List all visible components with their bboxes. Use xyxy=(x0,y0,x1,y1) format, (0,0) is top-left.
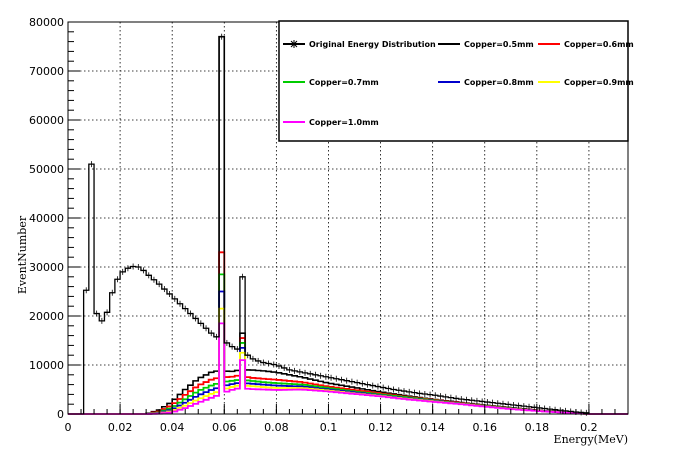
legend: Original Energy Distribution Copper=0.5mm… xyxy=(278,20,634,142)
legend-label: Copper=0.9mm xyxy=(564,78,634,87)
y-tick-label: 40000 xyxy=(29,212,64,225)
series-layer xyxy=(68,33,628,416)
legend-label: Copper=1.0mm xyxy=(309,118,379,127)
x-tick-label: 0.2 xyxy=(580,421,598,434)
legend-star-marker xyxy=(290,40,298,48)
legend-label: Copper=0.7mm xyxy=(309,78,379,87)
legend-entry: Copper=0.9mm xyxy=(538,78,634,87)
legend-entry: Copper=0.7mm xyxy=(283,78,379,87)
x-tick-label: 0.14 xyxy=(420,421,445,434)
series-copper-1-0mm xyxy=(68,322,628,415)
series-copper-0-9mm xyxy=(68,307,628,415)
legend-entry: Original Energy Distribution xyxy=(283,40,436,49)
series-copper-0-8mm xyxy=(68,290,628,415)
x-tick-label: 0.08 xyxy=(264,421,289,434)
y-tick-label: 0 xyxy=(57,408,64,421)
y-tick-label: 70000 xyxy=(29,65,64,78)
x-tick-label: 0.04 xyxy=(160,421,185,434)
x-tick-label: 0.02 xyxy=(108,421,133,434)
legend-entry: Copper=0.6mm xyxy=(538,40,634,49)
x-tick-label: 0.1 xyxy=(320,421,338,434)
y-tick-label: 80000 xyxy=(29,16,64,29)
y-tick-label: 10000 xyxy=(29,359,64,372)
y-tick-label: 20000 xyxy=(29,310,64,323)
legend-entry: Copper=1.0mm xyxy=(283,118,379,127)
y-tick-label: 30000 xyxy=(29,261,64,274)
x-axis-title: Energy(MeV) xyxy=(554,433,628,446)
x-tick-label: 0.18 xyxy=(525,421,550,434)
legend-entry: Copper=0.8mm xyxy=(438,78,534,87)
y-tick-label: 50000 xyxy=(29,163,64,176)
legend-label: Copper=0.6mm xyxy=(564,40,634,49)
legend-label: Copper=0.5mm xyxy=(464,40,534,49)
y-tick-label: 60000 xyxy=(29,114,64,127)
y-axis: 0 10000 20000 30000 40000 50000 60000 70000 8000… xyxy=(29,16,80,421)
x-tick-label: 0 xyxy=(65,421,72,434)
x-tick-label: 0.16 xyxy=(472,421,497,434)
legend-label: Copper=0.8mm xyxy=(464,78,534,87)
x-tick-label: 0.06 xyxy=(212,421,237,434)
x-tick-label: 0.12 xyxy=(368,421,393,434)
x-axis: 0 0.02 0.04 0.06 0.08 0.1 0.12 0.14 0.16 0.18 0.2 xyxy=(65,404,616,434)
y-axis-title: EventNumber xyxy=(16,215,29,294)
legend-label: Original Energy Distribution xyxy=(309,40,436,49)
legend-entries: Original Energy Distribution Copper=0.5mm… xyxy=(283,40,634,127)
legend-entry: Copper=0.5mm xyxy=(438,40,534,49)
